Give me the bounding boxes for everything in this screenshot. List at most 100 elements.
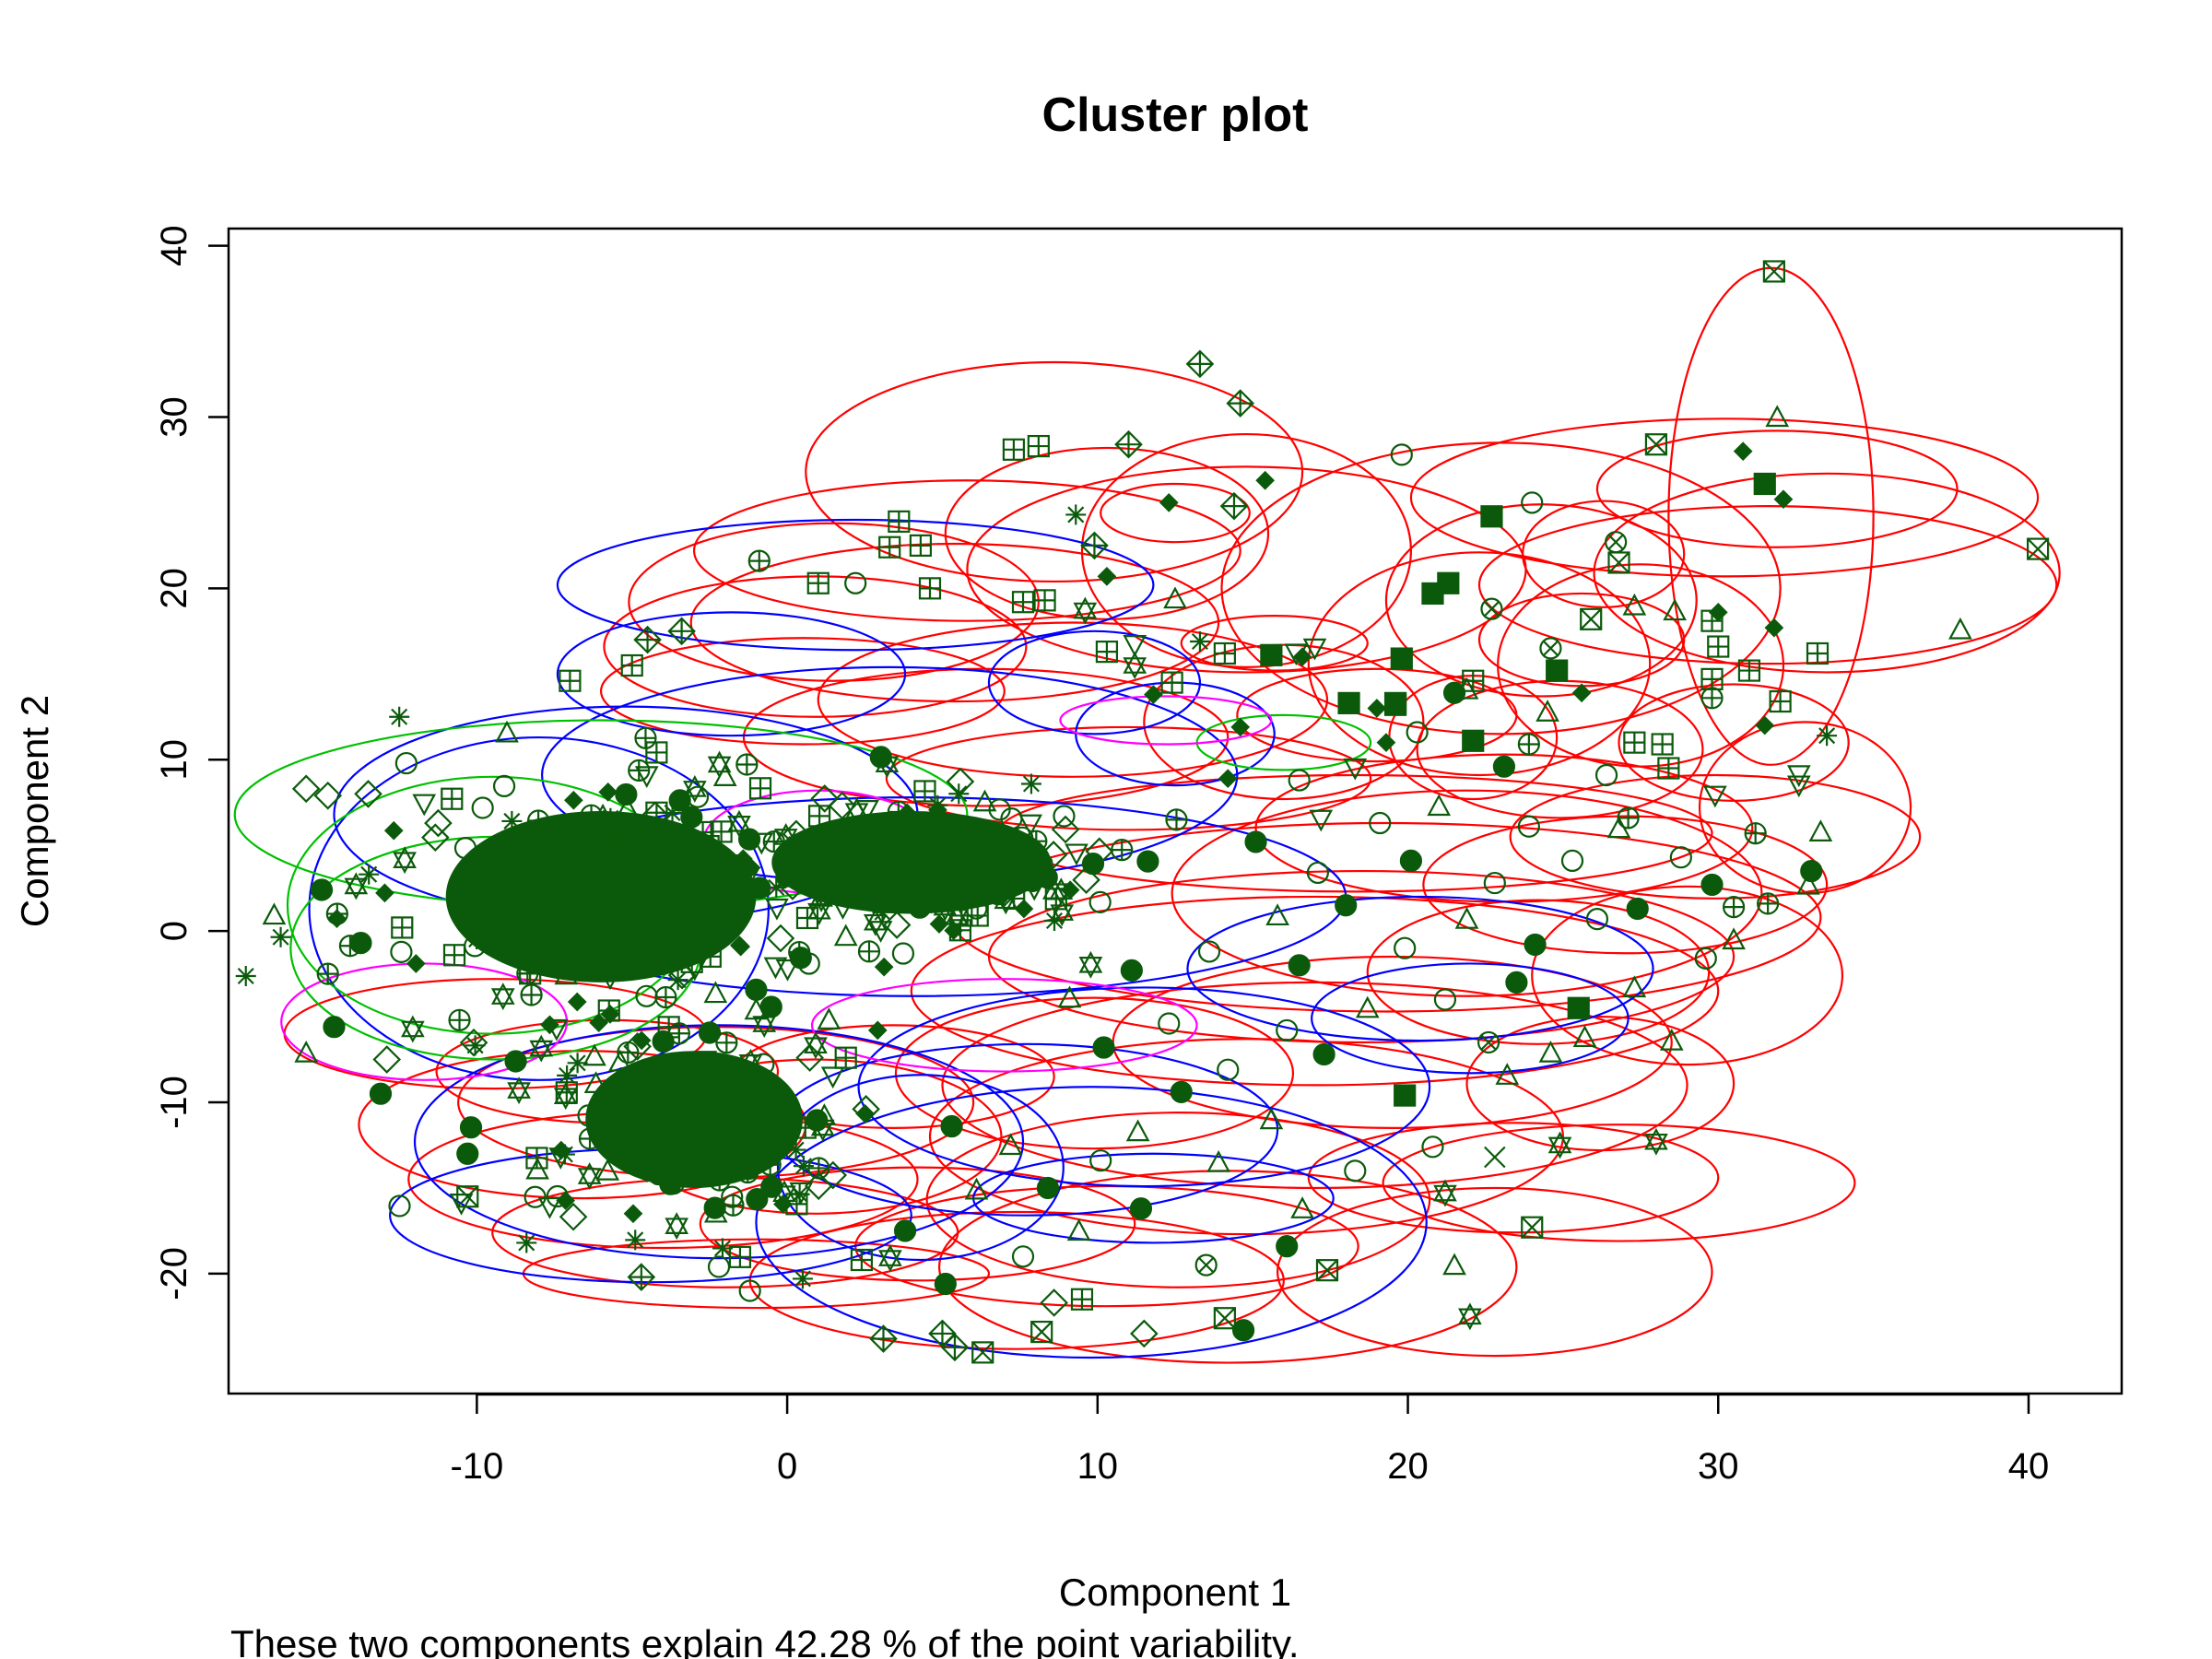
data-point (1029, 863, 1052, 886)
data-point (946, 767, 975, 796)
data-point (700, 1147, 723, 1171)
data-point (323, 1016, 346, 1039)
data-point (693, 1051, 718, 1073)
data-point (1571, 683, 1592, 703)
data-point (1521, 1216, 1544, 1239)
data-point (1123, 652, 1147, 679)
data-point (878, 535, 901, 559)
data-point (344, 872, 369, 900)
data-point (1786, 775, 1811, 798)
data-point (520, 983, 543, 1006)
data-point (1492, 755, 1516, 778)
y-tick-label: 20 (154, 568, 194, 609)
data-point (1547, 1131, 1572, 1159)
data-point (1066, 1218, 1091, 1241)
data-point (1433, 1179, 1457, 1207)
data-point (611, 877, 636, 900)
cluster-ellipse (966, 465, 1527, 674)
data-point (1073, 596, 1098, 625)
data-point (1020, 869, 1044, 893)
data-point (1276, 1235, 1299, 1258)
data-point (628, 759, 651, 782)
data-point (1078, 950, 1103, 979)
data-point (582, 1043, 606, 1066)
data-point (701, 1064, 725, 1087)
data-point (717, 1065, 742, 1088)
cluster-ellipse (1593, 472, 2061, 674)
data-point (641, 924, 665, 947)
data-point (577, 957, 597, 977)
cluster-ellipses (233, 266, 2061, 1364)
data-point (1657, 757, 1680, 780)
data-point (1081, 853, 1105, 876)
data-point (874, 957, 894, 977)
data-point (1383, 691, 1407, 714)
data-point (1080, 531, 1109, 560)
data-point (935, 877, 957, 898)
cluster-ellipse (925, 1112, 1431, 1288)
data-point (1773, 489, 1794, 510)
data-point (459, 1116, 483, 1139)
data-point (270, 926, 291, 947)
data-point (1477, 1030, 1500, 1054)
data-point (483, 868, 512, 897)
x-tick-label: 20 (1387, 1446, 1429, 1487)
data-point (1092, 1036, 1115, 1059)
data-point (731, 1088, 755, 1117)
data-point (1755, 715, 1775, 735)
data-point (578, 1127, 602, 1150)
data-point (1306, 861, 1329, 885)
data-point (1605, 531, 1628, 554)
cluster-ellipse (1477, 505, 2058, 665)
data-point (1194, 1253, 1218, 1277)
data-point (1764, 618, 1784, 638)
data-point (623, 1204, 643, 1224)
data-point (1011, 591, 1035, 614)
data-point (1427, 794, 1452, 817)
data-point (948, 783, 970, 805)
data-point (526, 809, 550, 832)
data-point (662, 803, 683, 824)
data-point (708, 1060, 733, 1082)
data-point (577, 1104, 600, 1127)
x-axis: -10 0 10 20 30 40 (450, 1393, 2049, 1487)
data-point (843, 815, 866, 839)
data-point (1159, 493, 1179, 512)
data-point (1535, 700, 1559, 722)
data-point (1011, 1245, 1035, 1268)
data-point (869, 746, 892, 769)
data-point (1462, 729, 1485, 752)
data-point (1244, 830, 1267, 853)
data-point (619, 903, 641, 924)
data-point (1302, 638, 1327, 661)
data-point (775, 959, 800, 982)
data-point (887, 800, 910, 824)
data-point (940, 1333, 970, 1362)
data-point (715, 1106, 740, 1128)
data-point (652, 1030, 675, 1053)
data-point (1480, 505, 1503, 528)
data-point (1197, 940, 1221, 963)
data-point (1170, 1080, 1193, 1103)
data-point (1722, 895, 1746, 919)
data-point (1136, 850, 1159, 873)
data-point (707, 750, 732, 779)
data-point (1495, 1063, 1520, 1085)
data-point (971, 862, 995, 885)
data-point (624, 928, 649, 950)
data-point (1703, 785, 1727, 808)
data-point (667, 617, 696, 646)
data-point (1030, 1320, 1053, 1344)
data-point (712, 1122, 736, 1145)
data-point (1065, 843, 1088, 866)
data-point (501, 810, 523, 831)
data-point (708, 1169, 731, 1192)
data-point (1027, 434, 1050, 458)
data-point (559, 1202, 588, 1231)
data-point (1051, 815, 1080, 844)
data-point (1189, 630, 1210, 652)
data-point (913, 780, 936, 803)
data-point (857, 863, 880, 886)
data-point (598, 782, 618, 802)
data-point (474, 882, 498, 911)
